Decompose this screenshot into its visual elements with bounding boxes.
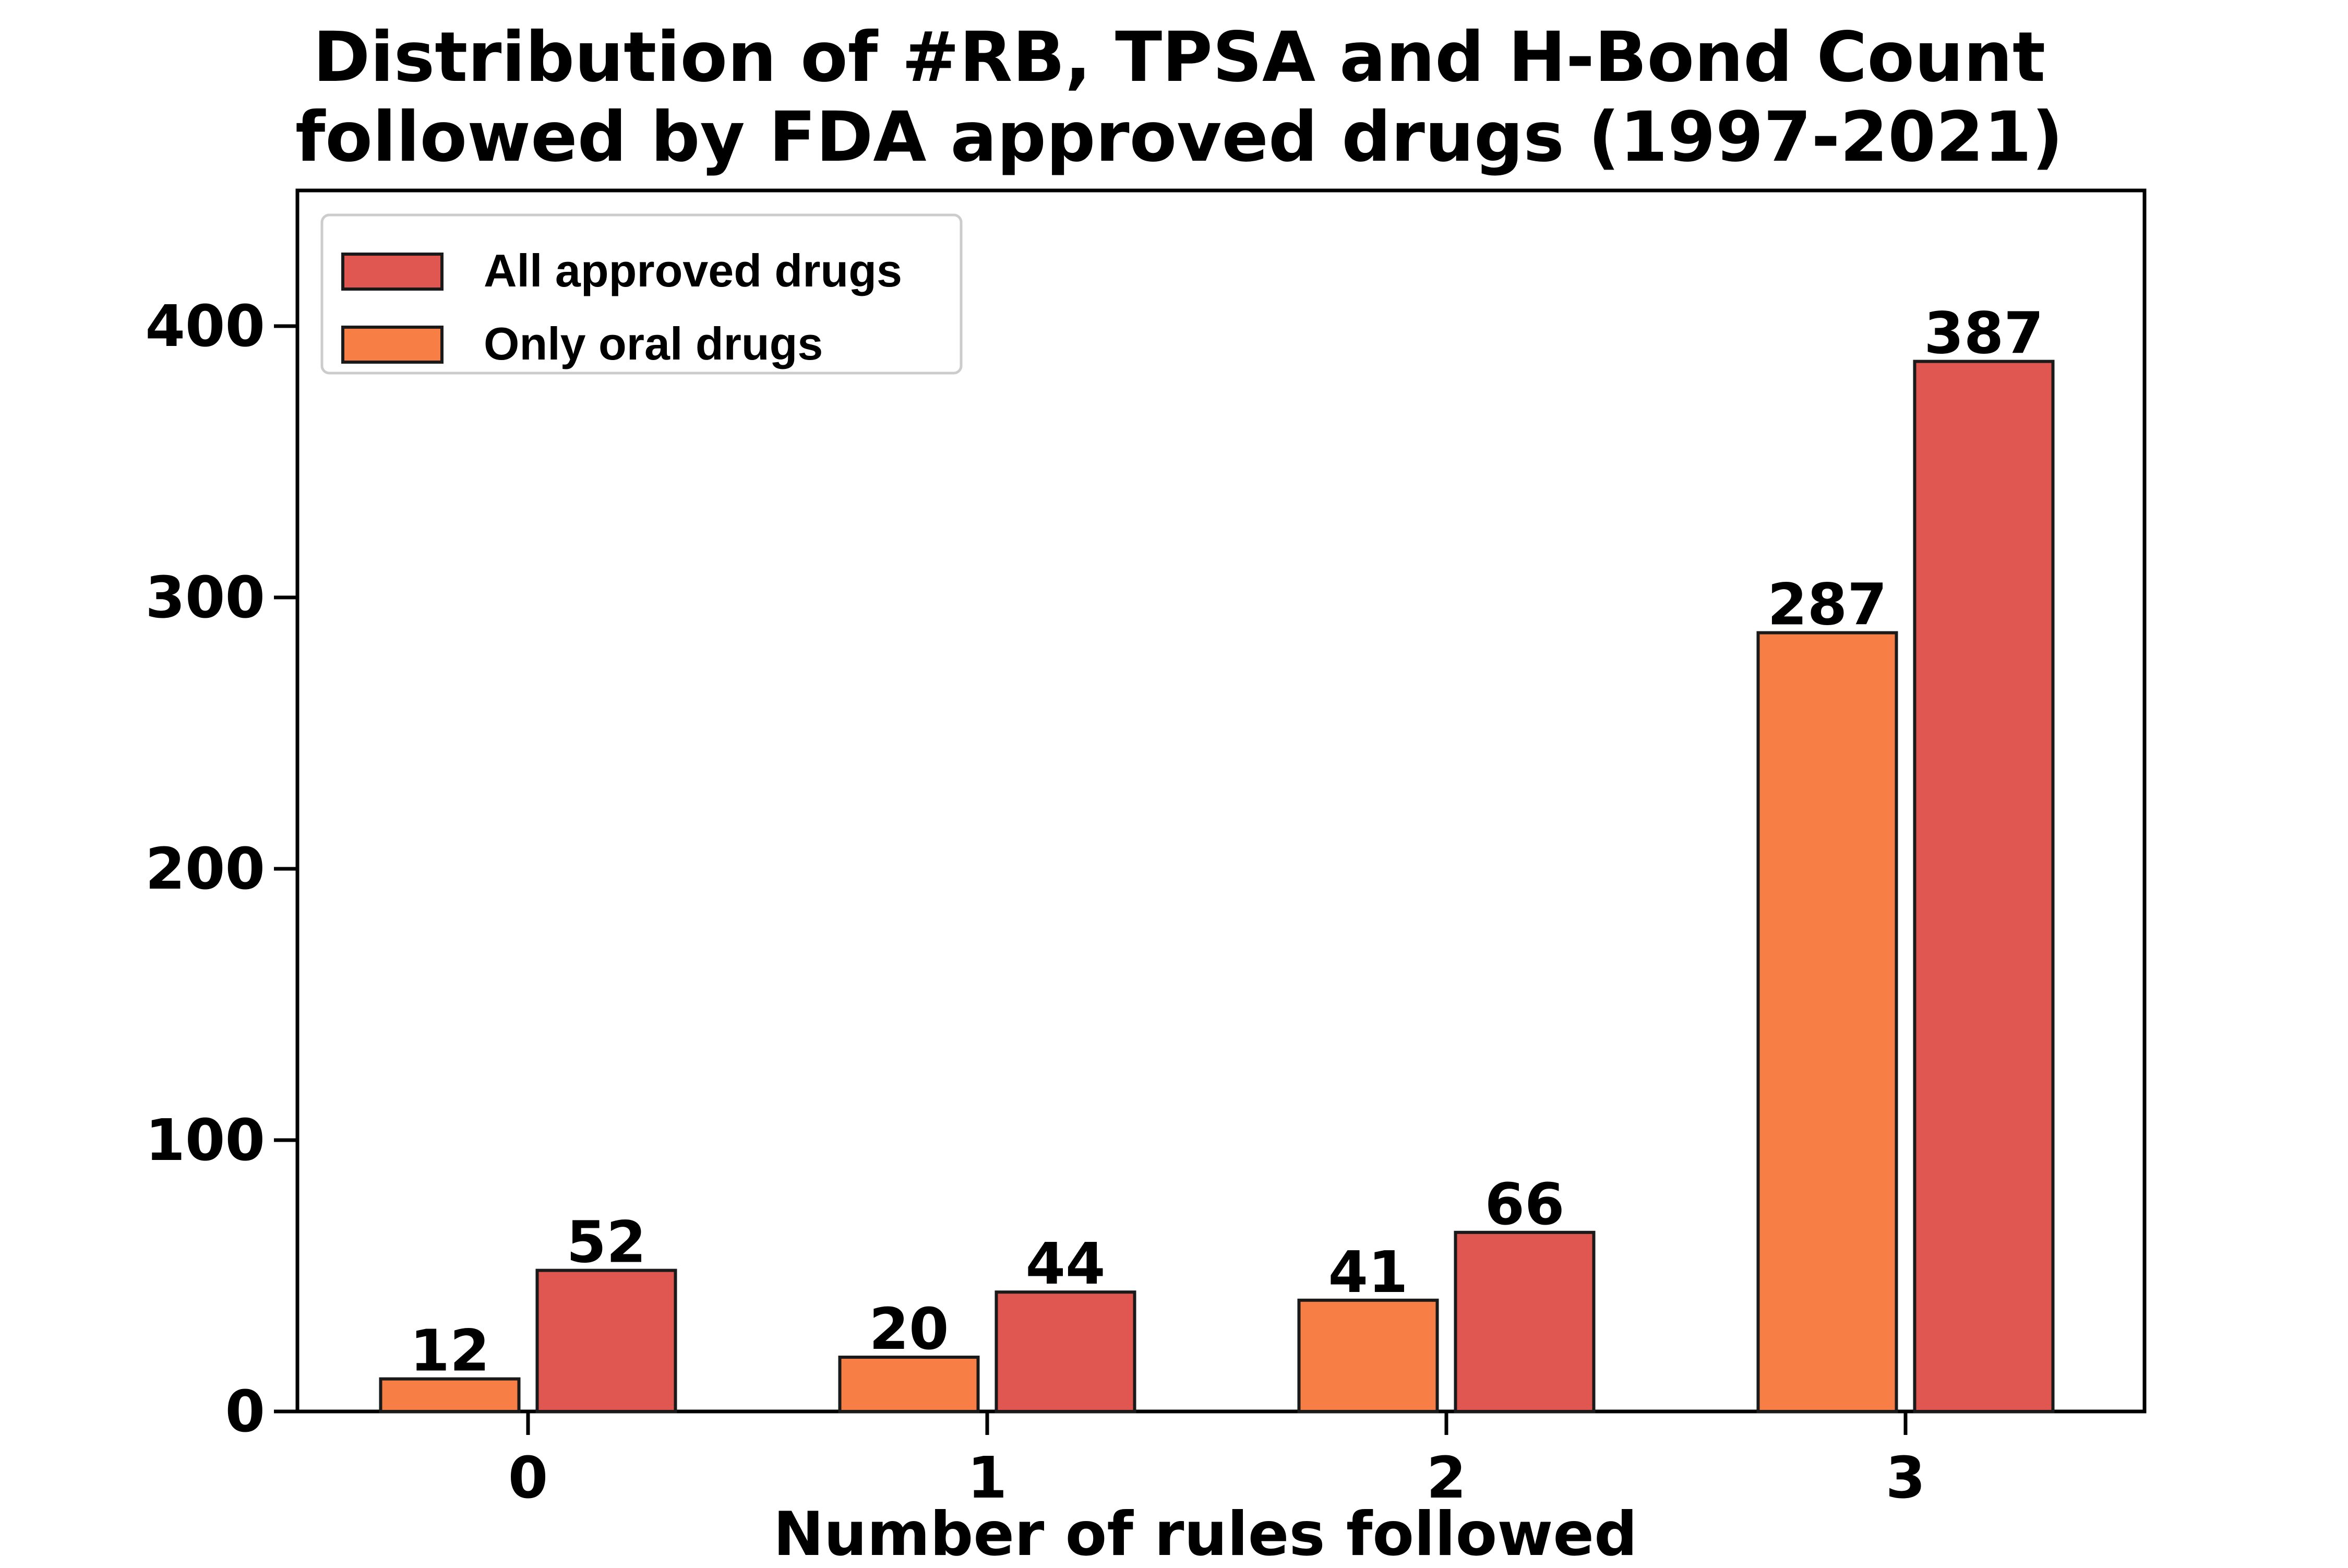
y-tick-label: 200 [145, 835, 265, 902]
bar-value-label: 66 [1484, 1171, 1564, 1238]
bar [1756, 631, 1898, 1413]
legend-label: Only oral drugs [484, 318, 823, 369]
chart-subtitle: followed by FDA approved drugs (1997-202… [295, 97, 2063, 177]
bar-value-label: 12 [410, 1318, 489, 1384]
chart-title: Distribution of #RB, TPSA and H-Bond Cou… [313, 17, 2045, 98]
x-axis-label: Number of rules followed [773, 1499, 1637, 1565]
x-tick-label: 3 [1886, 1444, 1926, 1511]
bar [1297, 1298, 1439, 1414]
legend-swatch [341, 326, 444, 364]
bar [838, 1356, 980, 1413]
x-tick-label: 0 [508, 1444, 548, 1511]
bar-value-label: 387 [1924, 300, 2044, 367]
x-tick-label: 1 [967, 1444, 1008, 1511]
bar-value-label: 20 [869, 1296, 949, 1362]
bar [1913, 360, 2055, 1413]
bar [379, 1377, 521, 1414]
bar-value-label: 41 [1328, 1239, 1408, 1306]
bar-value-label: 52 [566, 1209, 646, 1276]
bar-value-label: 44 [1025, 1230, 1105, 1297]
legend-label: All approved drugs [484, 245, 902, 296]
x-tick-label: 2 [1427, 1444, 1467, 1511]
bar [995, 1290, 1136, 1413]
plot-frame [295, 188, 2147, 1414]
y-tick-label: 100 [145, 1107, 265, 1174]
legend-box [320, 213, 963, 375]
y-tick-label: 0 [225, 1378, 265, 1445]
legend-swatch [341, 253, 444, 291]
y-tick-label: 400 [145, 293, 265, 360]
bar [535, 1268, 677, 1414]
bar [1454, 1230, 1596, 1414]
bar-value-label: 287 [1767, 571, 1887, 638]
y-tick-label: 300 [145, 564, 265, 631]
